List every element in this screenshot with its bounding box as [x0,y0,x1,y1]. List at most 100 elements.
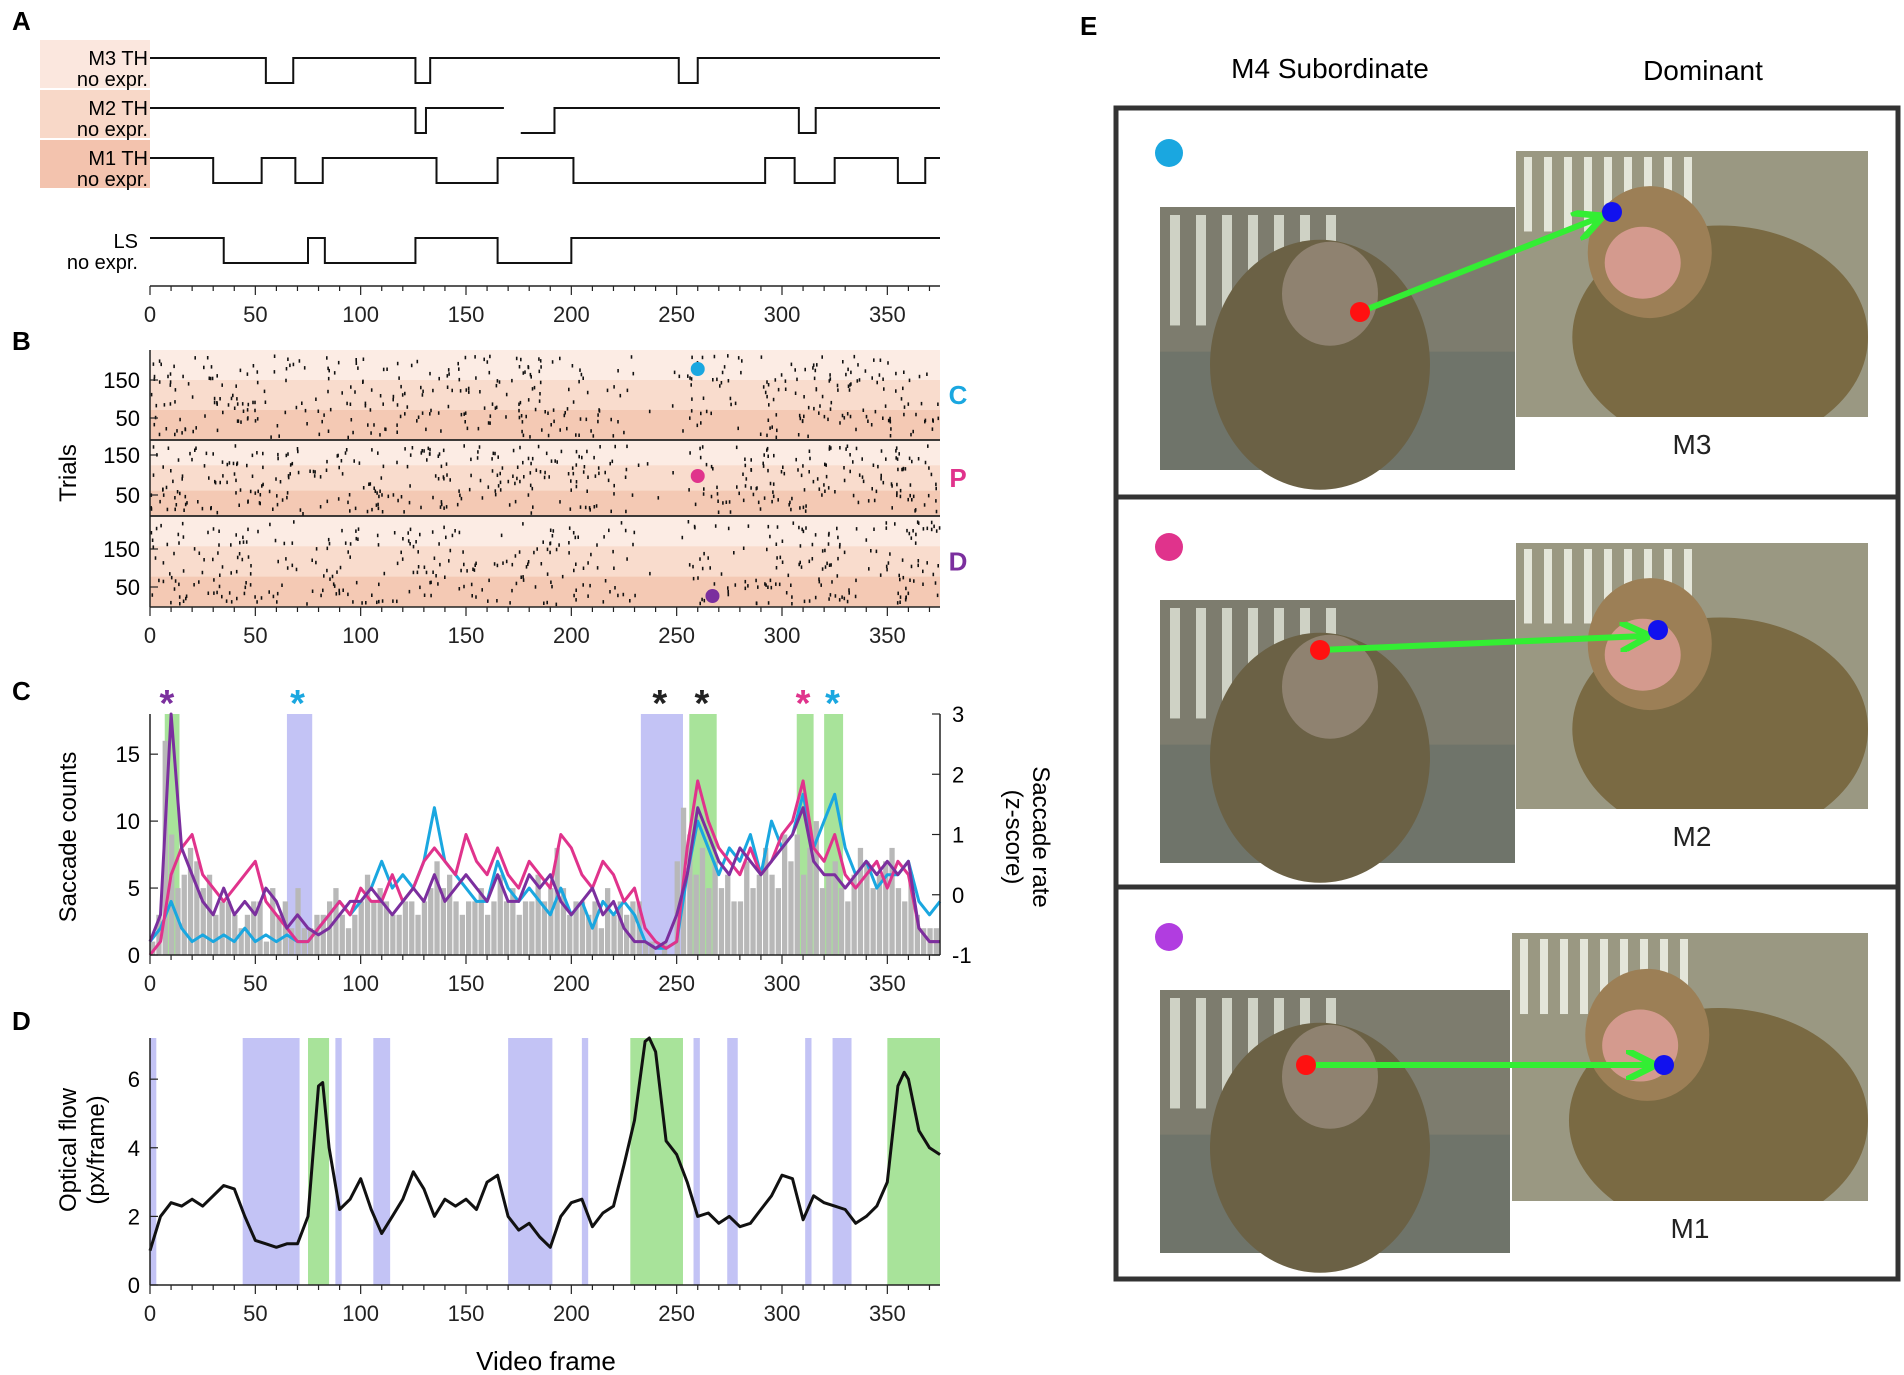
cage-bar [1604,549,1612,624]
a-x-tick-label: 100 [342,302,379,327]
a-x-tick-label: 300 [764,302,801,327]
histogram-bar [832,861,838,955]
gaze-target-dot [1602,202,1622,222]
histogram-bar [617,901,623,955]
a-x-tick-label: 50 [243,302,267,327]
b-x-tick-label: 250 [658,623,695,648]
trace-m2 [150,107,940,134]
histogram-bar [434,861,440,955]
histogram-bar [440,888,446,955]
histogram-bar [819,888,826,955]
raster-shade [150,546,940,578]
panel-a-state-traces: M3 TH no expr. M2 TH no expr. M1 TH no e… [40,40,940,327]
histogram-bar [276,914,282,955]
optical-flow-line [148,1036,941,1252]
d-x-tick-label: 0 [144,1301,156,1326]
significance-star: * [825,683,840,725]
histogram-bar [181,874,187,955]
label-m3-th: M3 TH [88,48,148,70]
image-row-cyan: M3 [1155,139,1868,490]
histogram-bar [895,888,902,955]
label-ls: LS [114,231,138,253]
histogram-bar [472,901,478,955]
cage-bar [1540,939,1548,1015]
trace-m1 [150,157,940,184]
c-x-tick-label: 200 [553,971,590,996]
d-x-tick-label: 150 [448,1301,485,1326]
histogram-bar [150,941,156,955]
cage-bar [1564,549,1572,624]
blue-band [150,1038,157,1285]
histogram-bar [529,901,535,955]
histogram-bar [225,901,232,955]
histogram-bar [737,901,744,955]
histogram-bar [598,928,604,955]
histogram-bar [516,914,522,955]
b-y-tick-label: 150 [103,368,140,393]
panel-e-gaze-images: M4 Subordinate Dominant M3 M2 M1 [1113,53,1901,1282]
histogram-bar [289,928,295,955]
raster-shade [150,516,940,547]
histogram-bar [851,874,857,955]
cage-bar [1196,998,1206,1109]
histogram-bar [339,914,345,955]
c-x-tick-label: 100 [342,971,379,996]
histogram-bar [870,888,876,955]
histogram-bar [415,914,421,955]
histogram-bar [801,874,807,955]
histogram-bar [763,847,769,955]
c-ylabel-right-1: Saccade rate [1027,766,1054,907]
series-line-d [148,712,940,950]
c-y-tick-label: 0 [128,943,140,968]
raster-marker-d [705,589,720,603]
histogram-bar [522,901,529,955]
histogram-bar [459,914,465,955]
histogram-bar [156,914,162,955]
histogram-bar [838,888,845,955]
subordinate-monkey-head [1282,1024,1378,1129]
panel-letter-e: E [1080,11,1097,41]
histogram-bar [497,874,503,955]
e-header-left: M4 Subordinate [1231,53,1429,84]
b-x-tick-label: 100 [342,623,379,648]
d-ylabel-1: Optical flow [55,1087,82,1212]
a-x-tick-label: 250 [658,302,695,327]
histogram-bar [510,888,516,955]
blue-band [508,1038,553,1285]
row-bg-m1 [40,140,150,188]
histogram-bar [535,874,541,955]
histogram-bar [421,901,428,955]
gaze-origin-dot [1310,640,1330,660]
gaze-origin-dot [1296,1055,1316,1075]
a-x-tick-label: 350 [869,302,906,327]
row-bg-m3 [40,40,150,88]
c-y-tick-label-right: -1 [952,943,972,968]
b-x-tick-label: 0 [144,623,156,648]
cage-bar [1684,549,1692,624]
dominant-label-m1: M1 [1671,1213,1710,1244]
e-header-right: Dominant [1643,55,1763,86]
d-x-tick-label: 100 [342,1301,379,1326]
histogram-bar [345,928,352,955]
panel-c-saccades: * * * * * * 0 5 10 15 -1 0 1 2 3 0 50 100 150 200 250 300 350… [55,683,1054,996]
significance-star: * [652,683,667,725]
histogram-bar [485,914,491,955]
d-xlabel: Video frame [476,1346,616,1375]
b-y-tick-label: 150 [103,537,140,562]
histogram-bar [649,941,655,955]
cage-bar [1196,215,1206,326]
b-x-tick-label: 50 [243,623,267,648]
histogram-bar [364,874,371,955]
histogram-bar [169,834,175,955]
b-x-tick-label: 300 [764,623,801,648]
dominant-monkey-face [1604,226,1681,299]
blue-band [373,1038,391,1285]
dominant-label-m3: M3 [1673,429,1712,460]
trace-m3 [150,57,940,84]
cage-bar [1604,157,1612,232]
caption-box [1516,809,1868,861]
histogram-bar [194,861,200,955]
panel-letter-a: A [12,6,31,36]
histogram-bar [826,874,832,955]
histogram-bar [213,914,219,955]
